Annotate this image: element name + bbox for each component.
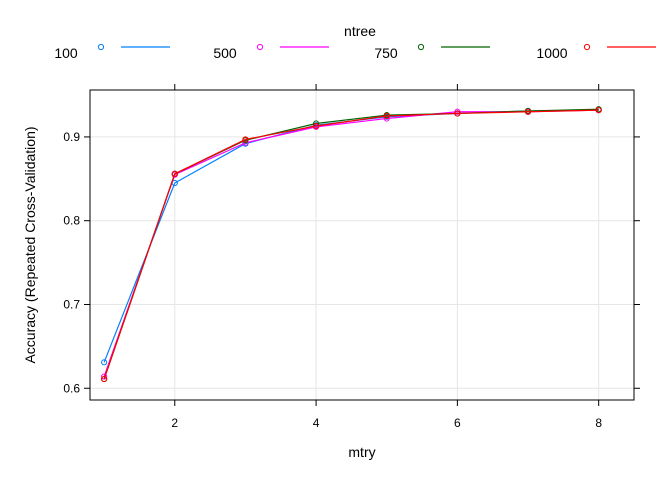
data-point-1000 — [524, 108, 532, 115]
series-500 — [101, 107, 602, 380]
legend-marker-1000 — [583, 43, 591, 51]
series-line-750 — [103, 108, 599, 380]
plot-frame — [89, 89, 635, 401]
series-line-100 — [103, 109, 599, 363]
series-line-1000 — [103, 109, 599, 380]
y-tick-label: 0.9 — [63, 130, 80, 144]
data-point-1000 — [595, 107, 602, 114]
series-100 — [101, 107, 602, 366]
y-tick-label: 0.8 — [63, 214, 80, 228]
data-point-100 — [101, 359, 108, 366]
data-point-1000 — [101, 375, 108, 383]
x-axis-label: mtry — [348, 444, 375, 460]
legend-label-500: 500 — [213, 45, 237, 61]
legend: 100 500 750 1000 — [54, 43, 656, 61]
data-point-1000 — [312, 122, 320, 130]
y-axis-label: Accuracy (Repeated Cross-Validation) — [22, 126, 38, 363]
series-line-500 — [103, 109, 599, 377]
legend-title: ntree — [344, 23, 376, 39]
y-tick-label: 0.7 — [63, 297, 80, 311]
x-tick-label: 2 — [171, 416, 178, 430]
data-point-1000 — [454, 110, 461, 117]
series-group — [101, 106, 602, 383]
legend-label-750: 750 — [374, 45, 398, 61]
data-point-1000 — [171, 170, 178, 177]
series-1000 — [101, 107, 602, 383]
legend-marker-100 — [97, 43, 105, 51]
legend-label-100: 100 — [54, 45, 78, 61]
x-tick-label: 8 — [595, 416, 602, 430]
axis-ticks: 2 4 6 8 0.6 0.7 0.8 0.9 — [63, 84, 640, 430]
x-tick-label: 6 — [454, 416, 461, 430]
data-point-1000 — [242, 136, 249, 143]
legend-marker-500 — [256, 43, 264, 51]
y-tick-label: 0.6 — [63, 381, 80, 395]
grid — [90, 90, 634, 400]
data-point-500 — [101, 373, 108, 380]
series-750 — [101, 106, 602, 383]
x-tick-label: 4 — [313, 416, 320, 430]
legend-label-1000: 1000 — [536, 45, 567, 61]
legend-marker-750 — [417, 43, 425, 51]
data-point-1000 — [383, 112, 390, 120]
